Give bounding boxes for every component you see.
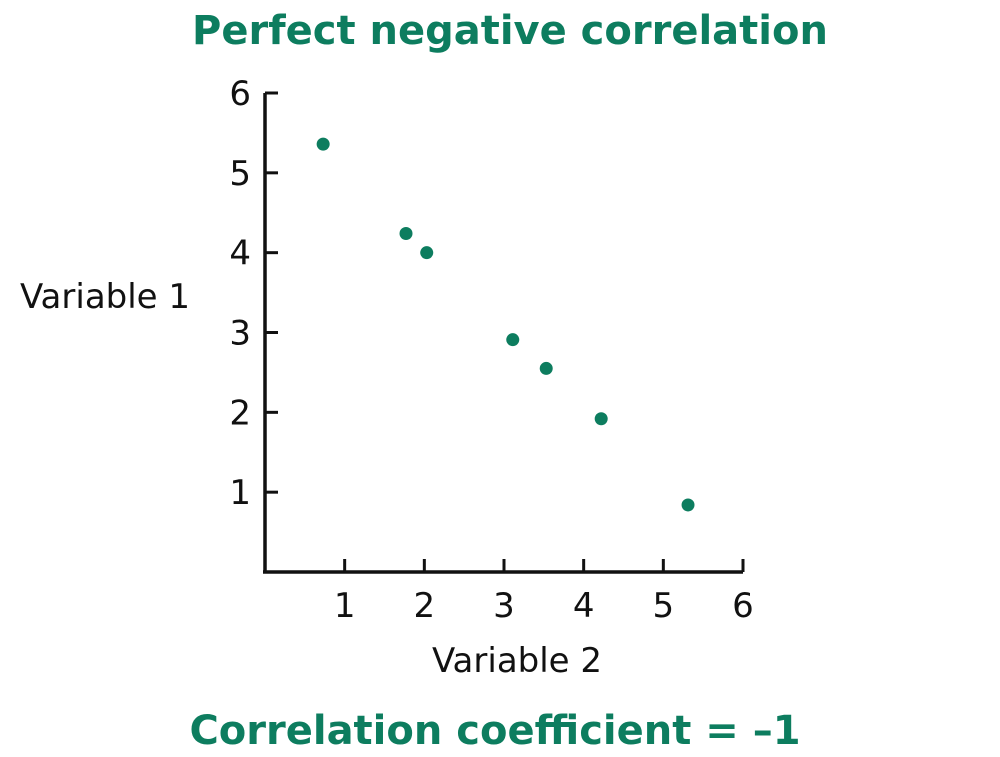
y-tick-label-6: 6	[229, 74, 251, 114]
data-point-3	[420, 246, 434, 260]
x-tick-label-5: 5	[653, 586, 675, 626]
x-tick-label-1: 1	[334, 586, 356, 626]
y-tick-label-1: 1	[229, 473, 251, 513]
tick-labels: 1 2 3 4 5 6 1 2 3 4 5 6	[229, 74, 753, 626]
y-tick-label-5: 5	[229, 154, 251, 194]
y-tick-label-3: 3	[229, 314, 251, 354]
y-axis-label: Variable 1	[20, 277, 190, 317]
data-points	[316, 137, 695, 512]
data-point-7	[681, 498, 695, 512]
correlation-coefficient-caption: Correlation coefficient = –1	[189, 708, 800, 754]
data-point-1	[316, 137, 330, 151]
x-tick-label-4: 4	[573, 586, 595, 626]
axes	[263, 93, 743, 574]
x-tick-label-2: 2	[414, 586, 436, 626]
data-point-2	[399, 227, 413, 241]
chart-title: Perfect negative correlation	[192, 8, 828, 54]
data-point-4	[506, 333, 520, 347]
y-tick-label-4: 4	[229, 234, 251, 274]
y-tick-label-2: 2	[229, 393, 251, 433]
data-point-5	[539, 361, 553, 375]
x-tick-label-6: 6	[732, 586, 754, 626]
data-point-6	[594, 412, 608, 426]
x-axis-label: Variable 2	[432, 641, 602, 681]
x-tick-label-3: 3	[493, 586, 515, 626]
ticks	[265, 91, 745, 572]
